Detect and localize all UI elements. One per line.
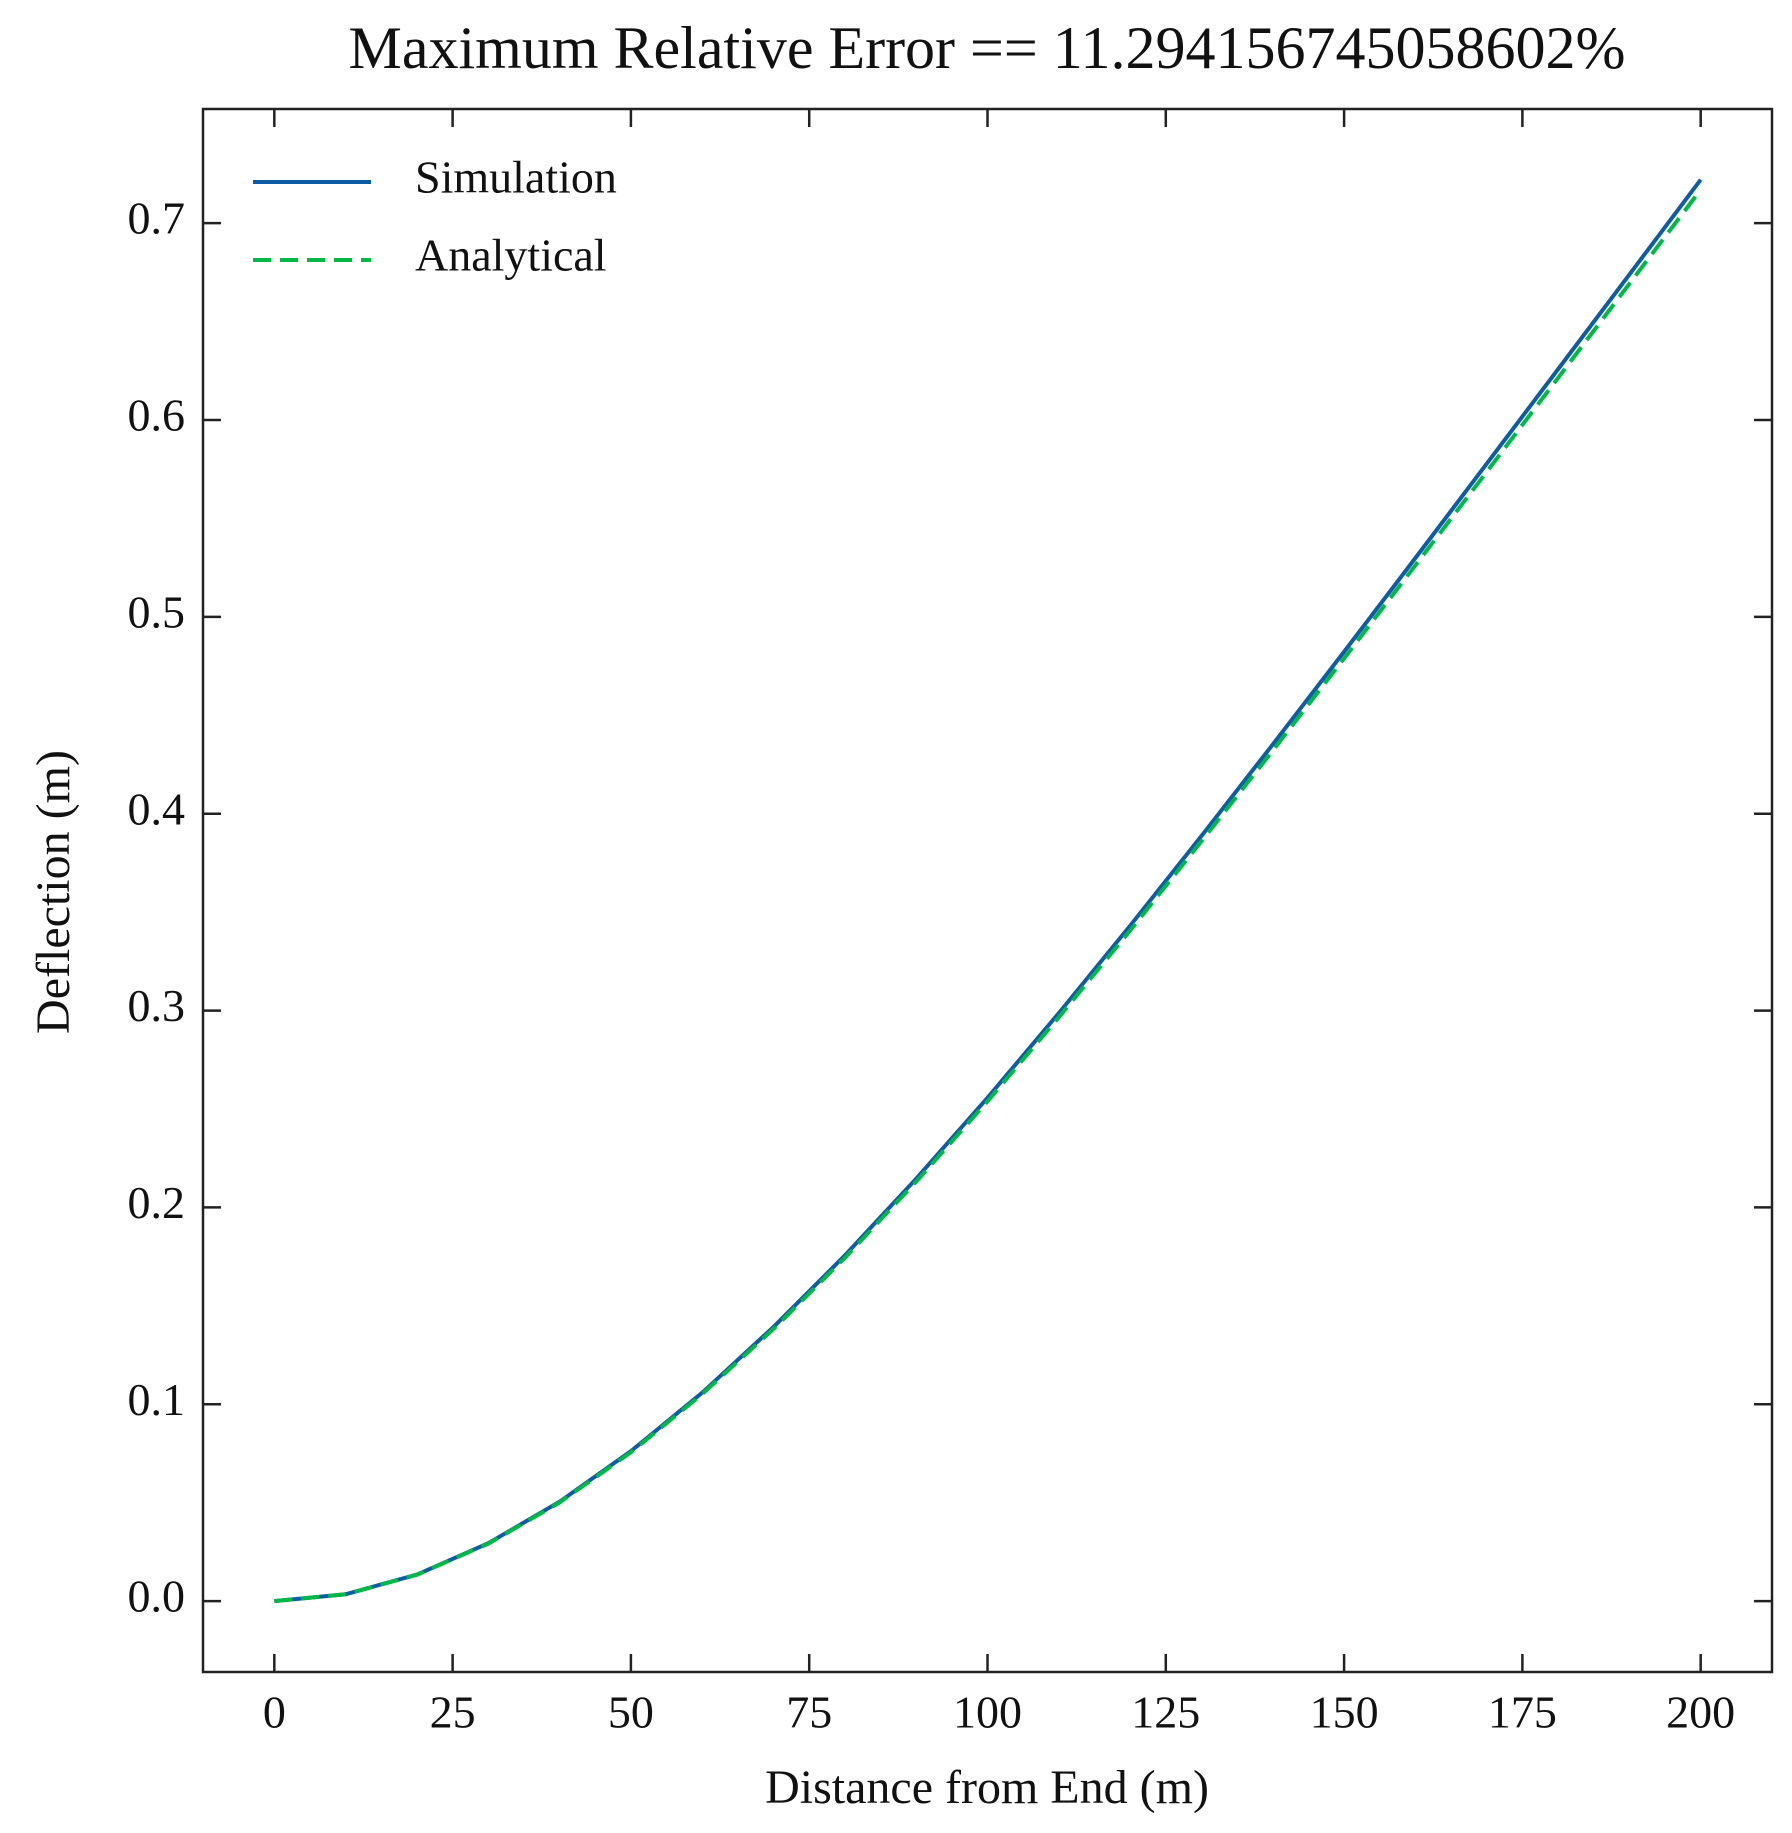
x-axis-label: Distance from End (m) — [765, 1761, 1209, 1814]
x-tick-label: 0 — [263, 1687, 286, 1738]
y-tick-label: 0.2 — [128, 1177, 186, 1228]
y-tick-label: 0.6 — [128, 390, 186, 441]
legend: Simulation Analytical — [253, 152, 617, 281]
series-line — [274, 178, 1703, 1604]
x-tick-label: 50 — [608, 1687, 654, 1738]
x-tick-label: 75 — [786, 1687, 832, 1738]
legend-label: Simulation — [415, 152, 617, 203]
x-tick-label: 25 — [430, 1687, 476, 1738]
y-tick-label: 0.4 — [128, 783, 186, 834]
x-tick-label: 175 — [1488, 1687, 1557, 1738]
y-axis-label: Deflection (m) — [27, 750, 80, 1034]
y-tick-label: 0.5 — [128, 586, 186, 637]
x-tick-label: 100 — [953, 1687, 1022, 1738]
y-tick-label: 0.1 — [128, 1374, 186, 1425]
x-tick-label: 150 — [1310, 1687, 1379, 1738]
x-tick-label: 200 — [1666, 1687, 1735, 1738]
legend-label: Analytical — [415, 230, 607, 281]
chart-title: Maximum Relative Error == 11.29415674505… — [349, 15, 1626, 81]
plot-frame — [201, 107, 1774, 1674]
y-tick-label: 0.3 — [128, 980, 186, 1031]
series-line — [274, 188, 1703, 1604]
y-tick-label: 0.0 — [128, 1571, 186, 1622]
y-tick-label: 0.7 — [128, 193, 186, 244]
x-tick-label: 125 — [1131, 1687, 1200, 1738]
